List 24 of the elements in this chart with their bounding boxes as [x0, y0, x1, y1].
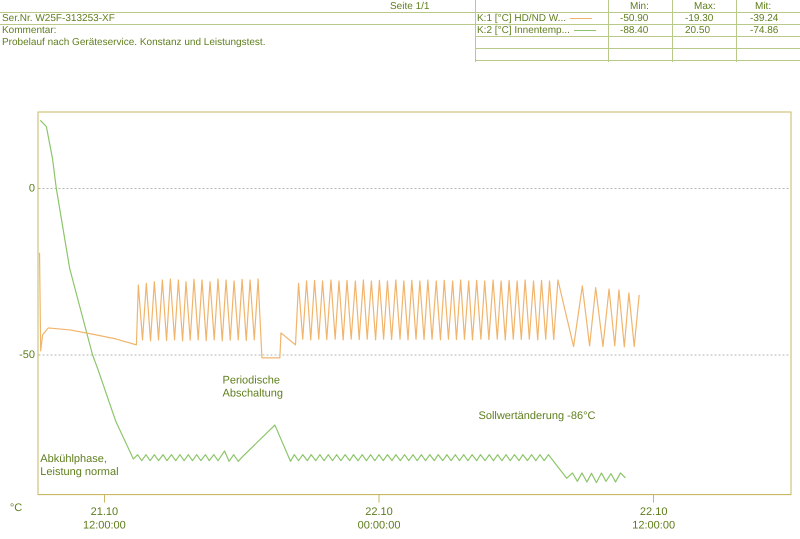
text: 20.50: [685, 25, 710, 36]
legend-label: K:1 [°C] HD/ND W...: [477, 13, 568, 24]
text: Min:: [630, 1, 649, 12]
text: Max:: [694, 1, 716, 12]
text: -39.24: [750, 13, 778, 24]
x-tick-label: 22.10 12:00:00: [632, 506, 676, 532]
x-tick-label: 21.10 12:00:00: [82, 506, 126, 532]
y-tick-label: 0: [28, 182, 35, 195]
annotation: Sollwertänderung -86°C: [478, 410, 596, 422]
text: -74.86: [750, 25, 778, 36]
text: Seite 1/1: [390, 1, 430, 12]
y-axis-title: °C: [10, 502, 22, 514]
text: -19.30: [685, 13, 714, 24]
text: Ser.Nr. W25F-313253-XF: [2, 13, 115, 24]
text: Probelauf nach Geräteservice. Konstanz und Leistungstest.: [2, 37, 266, 48]
annotation: Periodische Abschaltung: [222, 374, 284, 400]
text: Kommentar:: [2, 25, 56, 36]
text: -88.40: [620, 25, 648, 36]
legend-label: K:2 [°C] Innentemp...: [477, 25, 571, 36]
x-tick-label: 22.10 00:00:00: [358, 506, 400, 532]
text: -50.90: [620, 13, 648, 24]
y-tick-label: -50: [19, 348, 35, 361]
text: Mit:: [755, 1, 772, 12]
annotation: Abkühlphase, Leistung normal: [40, 453, 119, 478]
